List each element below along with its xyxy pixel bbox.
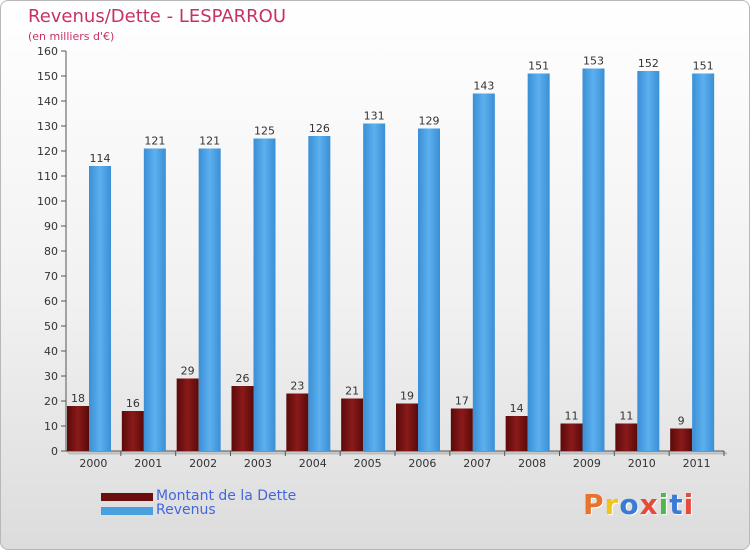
x-tick-label: 2009 [573, 457, 601, 470]
y-tick-label: 150 [37, 70, 58, 83]
x-tick-label: 2007 [463, 457, 491, 470]
legend-swatch-revenus [101, 507, 153, 515]
data-label-revenus: 121 [144, 135, 165, 148]
bar-dette [231, 386, 254, 451]
y-tick-label: 40 [44, 345, 58, 358]
data-label-revenus: 126 [309, 122, 330, 135]
x-tick-label: 2000 [79, 457, 107, 470]
x-tick-label: 2011 [683, 457, 711, 470]
bar-revenus [253, 138, 276, 451]
y-tick-label: 50 [44, 320, 58, 333]
chart-title: Revenus/Dette - LESPARROU [28, 6, 287, 27]
x-tick-label: 2005 [354, 457, 382, 470]
chart-subtitle: (en milliers d'€) [28, 30, 115, 43]
data-label-dette: 11 [565, 410, 579, 423]
data-label-dette: 17 [455, 395, 469, 408]
bar-revenus [363, 123, 386, 451]
proxiti-logo: Proxiti [583, 488, 695, 521]
bar-dette [505, 416, 528, 451]
data-label-dette: 21 [345, 385, 359, 398]
y-tick-label: 60 [44, 295, 58, 308]
bar-revenus [308, 136, 331, 451]
x-tick-label: 2001 [134, 457, 162, 470]
x-tick-label: 2008 [518, 457, 546, 470]
legend-label-dette: Montant de la Dette [156, 488, 297, 504]
y-tick-label: 120 [37, 145, 58, 158]
data-label-dette: 9 [678, 415, 685, 428]
bar-dette [615, 423, 638, 451]
bar-revenus [198, 148, 221, 451]
data-label-revenus: 151 [528, 60, 549, 73]
y-tick-label: 90 [44, 220, 58, 233]
bar-revenus [582, 68, 605, 451]
data-label-revenus: 125 [254, 125, 275, 138]
y-tick-label: 100 [37, 195, 58, 208]
bar-dette [176, 378, 199, 451]
bar-revenus [527, 73, 550, 451]
data-label-revenus: 153 [583, 55, 604, 68]
data-label-revenus: 151 [693, 60, 714, 73]
x-tick-label: 2004 [299, 457, 327, 470]
data-label-revenus: 152 [638, 57, 659, 70]
y-tick-label: 30 [44, 370, 58, 383]
y-tick-label: 10 [44, 420, 58, 433]
data-label-dette: 11 [619, 410, 633, 423]
data-label-revenus: 114 [90, 152, 111, 165]
y-tick-label: 80 [44, 245, 58, 258]
y-tick-label: 70 [44, 270, 58, 283]
bar-dette [560, 423, 583, 451]
x-tick-label: 2003 [244, 457, 272, 470]
bar-dette [121, 411, 144, 451]
y-tick-label: 20 [44, 395, 58, 408]
data-label-dette: 26 [236, 372, 250, 385]
y-tick-label: 160 [37, 45, 58, 58]
bar-revenus [418, 128, 440, 451]
x-tick-label: 2010 [628, 457, 656, 470]
legend-swatch-dette [101, 493, 153, 501]
bar-dette [286, 393, 309, 451]
bar-dette [450, 408, 473, 451]
bar-revenus [472, 93, 495, 451]
data-label-dette: 18 [71, 392, 85, 405]
bar-dette [670, 428, 693, 451]
data-label-dette: 29 [181, 365, 195, 378]
data-label-dette: 14 [510, 402, 524, 415]
bar-revenus [89, 166, 111, 451]
y-tick-label: 140 [37, 95, 58, 108]
y-tick-label: 0 [51, 445, 58, 458]
bar-revenus [143, 148, 166, 451]
bar-revenus [692, 73, 715, 451]
bar-dette [67, 406, 89, 451]
bar-dette [396, 403, 418, 451]
y-tick-label: 130 [37, 120, 58, 133]
data-label-revenus: 129 [419, 115, 440, 128]
data-label-revenus: 131 [364, 110, 385, 123]
data-label-revenus: 143 [473, 80, 494, 93]
legend-label-revenus: Revenus [156, 502, 216, 518]
data-label-revenus: 121 [199, 135, 220, 148]
data-label-dette: 23 [290, 380, 304, 393]
bar-revenus [637, 71, 660, 451]
x-tick-label: 2006 [408, 457, 436, 470]
x-tick-label: 2002 [189, 457, 217, 470]
data-label-dette: 19 [400, 390, 414, 403]
data-label-dette: 16 [126, 397, 140, 410]
y-tick-label: 110 [37, 170, 58, 183]
bar-dette [341, 398, 364, 451]
